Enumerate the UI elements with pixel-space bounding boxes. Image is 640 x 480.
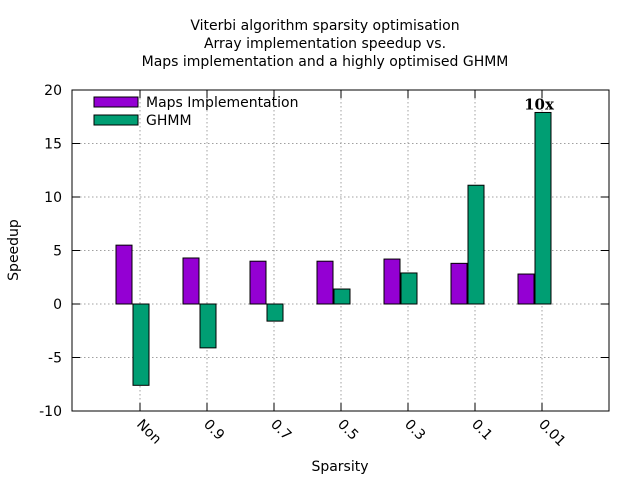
bar-maps <box>182 257 200 305</box>
legend-label: Maps Implementation <box>146 95 298 111</box>
y-tick-label: -10 <box>39 404 62 420</box>
y-tick-label: -5 <box>48 351 62 367</box>
grid-lines <box>72 90 609 411</box>
bar-maps <box>249 260 267 305</box>
y-axis-label: Speedup <box>6 219 22 281</box>
x-tick-label: Non <box>133 417 164 448</box>
x-tick-label: 0.1 <box>468 417 495 444</box>
y-tick-label: 10 <box>44 190 62 206</box>
bar-annotation: 10x <box>524 95 555 113</box>
x-tick-label: 0.7 <box>267 417 294 444</box>
bar-ghmm <box>199 303 217 349</box>
x-tick-label: 0.9 <box>200 417 227 444</box>
bar-ghmm <box>400 272 418 305</box>
bars <box>115 111 552 386</box>
chart-title: Viterbi algorithm sparsity optimisation … <box>142 18 509 70</box>
bar-ghmm <box>467 184 485 305</box>
annotations: 10x <box>524 95 555 113</box>
chart-title-line-2: Array implementation speedup vs. <box>204 36 446 52</box>
bar-ghmm <box>266 303 284 322</box>
legend-swatch <box>93 114 139 126</box>
bar-maps <box>383 258 401 305</box>
legend: Maps Implementation GHMM <box>93 95 298 129</box>
chart-title-line-3: Maps implementation and a highly optimis… <box>142 54 509 70</box>
bar-maps <box>115 244 133 305</box>
legend-label: GHMM <box>146 113 192 129</box>
bar-ghmm <box>333 288 351 305</box>
bar-maps <box>450 262 468 305</box>
bar-ghmm <box>132 303 150 386</box>
y-tick-label: 5 <box>53 244 62 260</box>
bar-maps <box>517 273 535 305</box>
x-axis-label: Sparsity <box>311 459 368 475</box>
bar-maps <box>316 260 334 305</box>
y-tick-label: 20 <box>44 83 62 99</box>
bar-ghmm <box>534 111 552 305</box>
x-tick-label: 0.3 <box>401 417 428 444</box>
chart-title-line-1: Viterbi algorithm sparsity optimisation <box>190 18 459 34</box>
y-tick-label: 0 <box>53 297 62 313</box>
x-tick-label: 0.5 <box>334 417 361 444</box>
legend-swatch <box>93 96 139 108</box>
x-tick-label: 0.01 <box>535 417 568 450</box>
y-tick-label: 15 <box>44 137 62 153</box>
